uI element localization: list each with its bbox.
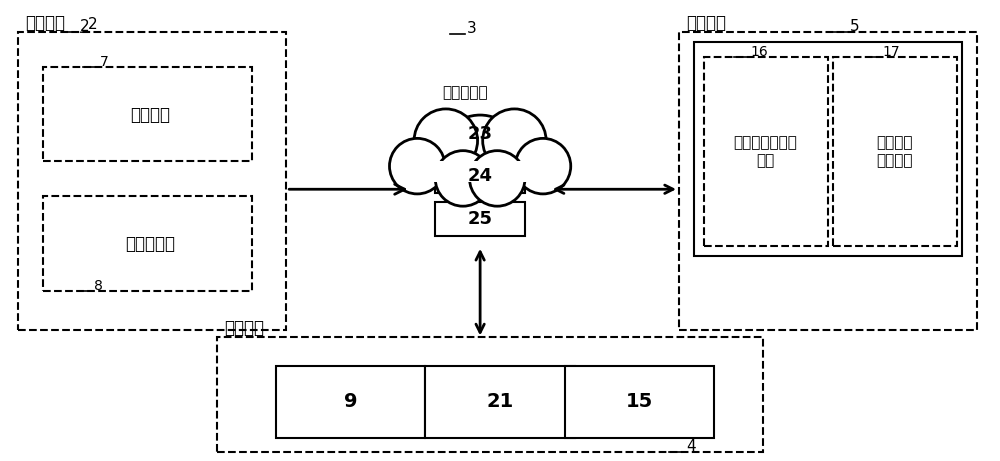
Text: 状态模块: 状态模块	[130, 106, 170, 124]
Text: 2: 2	[80, 19, 89, 34]
Text: 25: 25	[468, 210, 493, 228]
Text: 加工程序
更新模块: 加工程序 更新模块	[876, 135, 913, 168]
Text: 17: 17	[883, 45, 900, 59]
Text: 7: 7	[99, 55, 108, 69]
Text: 9: 9	[344, 392, 358, 412]
Text: 24: 24	[468, 167, 493, 185]
Text: 订单分配及排序
模块: 订单分配及排序 模块	[733, 135, 797, 168]
Circle shape	[483, 109, 546, 172]
Text: 云存储模块: 云存储模块	[442, 85, 488, 100]
Circle shape	[414, 109, 478, 172]
Text: 5: 5	[850, 19, 860, 34]
FancyBboxPatch shape	[435, 160, 525, 193]
Text: 输出模块: 输出模块	[686, 14, 726, 32]
Text: 输入模块: 输入模块	[25, 14, 65, 32]
Text: 新订单模块: 新订单模块	[125, 235, 175, 253]
Circle shape	[470, 151, 525, 206]
Circle shape	[435, 151, 491, 206]
Text: 15: 15	[626, 392, 653, 412]
FancyBboxPatch shape	[694, 42, 962, 256]
Circle shape	[389, 138, 445, 194]
Text: 2: 2	[88, 17, 97, 32]
Circle shape	[438, 115, 522, 198]
Text: 处理模块: 处理模块	[224, 319, 264, 337]
Text: 16: 16	[750, 45, 768, 59]
FancyBboxPatch shape	[565, 366, 714, 438]
FancyBboxPatch shape	[435, 202, 525, 236]
Circle shape	[515, 138, 571, 194]
FancyBboxPatch shape	[276, 366, 425, 438]
FancyBboxPatch shape	[412, 161, 549, 182]
Text: 8: 8	[94, 278, 103, 293]
FancyBboxPatch shape	[435, 117, 525, 150]
FancyBboxPatch shape	[425, 366, 575, 438]
Text: 4: 4	[686, 439, 695, 454]
Text: 23: 23	[468, 124, 493, 142]
Text: 3: 3	[467, 21, 477, 36]
Text: 21: 21	[486, 392, 514, 412]
